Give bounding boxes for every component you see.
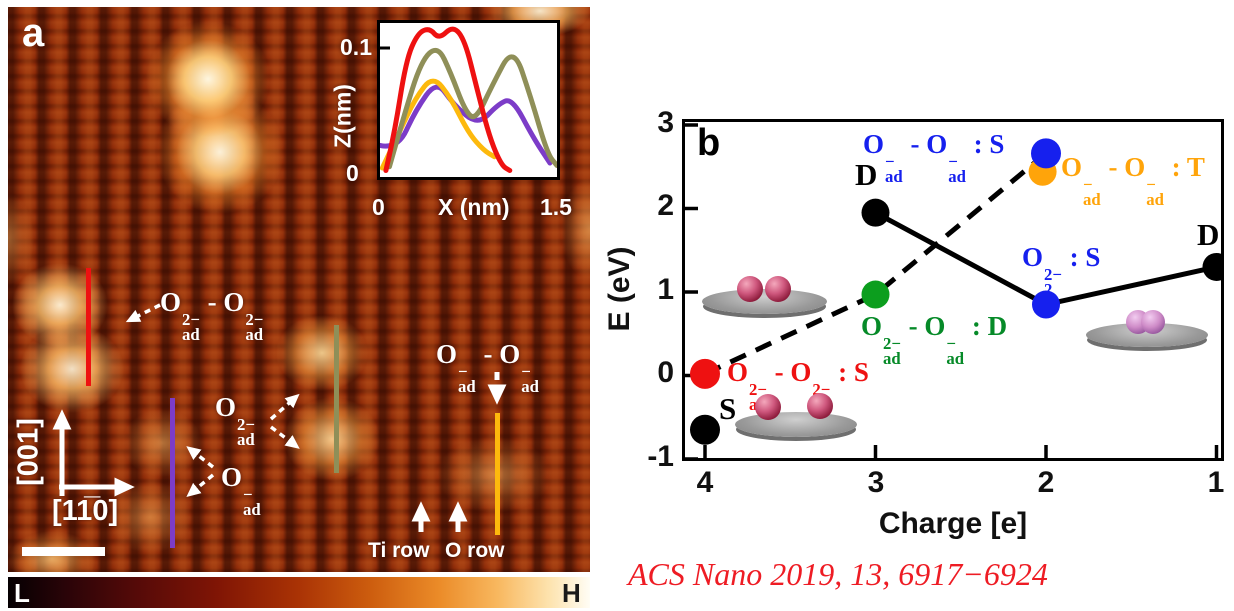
- xtick-4: 4: [696, 466, 714, 499]
- ytick-0: 0: [657, 356, 674, 389]
- profile-line-red: [86, 268, 91, 386]
- ytick-m1: -1: [647, 440, 674, 473]
- label-ti-row: Ti row: [368, 539, 430, 562]
- oxygen-adatom-icon: [765, 276, 791, 302]
- xtick-3: 3: [867, 466, 885, 499]
- data-point-red-o2ad-pair-s: [690, 358, 720, 389]
- data-point-blue-peroxo-s: [1032, 290, 1060, 319]
- surface-disk-icon: [735, 412, 857, 437]
- label-red-o2ad-pair-s: O2−ad - O2−ad : S: [727, 357, 869, 413]
- label-o2ad-pair: O 2− ad - O 2− ad: [160, 287, 264, 345]
- label-o-row: O row: [445, 539, 505, 562]
- data-point-blue-oad-pair-s: [1031, 138, 1061, 169]
- oxygen-adatom-icon: [737, 276, 763, 302]
- citation: ACS Nano 2019, 13, 6917−6924: [628, 556, 1048, 592]
- data-point-d-doublet-left: [861, 198, 890, 227]
- label-s-charge4: S: [719, 391, 737, 426]
- inset-xtick-15: 1.5: [540, 194, 572, 220]
- profile-line-purple: [170, 398, 175, 548]
- energy-chart-canvas: [685, 123, 1221, 458]
- x-axis-label: Charge [e]: [878, 507, 1028, 540]
- inset-ytick-01: 0.1: [340, 34, 372, 60]
- scale-bar: [22, 547, 105, 556]
- label-d-charge1: D: [1197, 217, 1220, 252]
- inset-plot-canvas: [380, 26, 557, 173]
- label-peroxo-s: O 2− 2 : S: [1022, 242, 1101, 300]
- ytick-3: 3: [657, 106, 674, 139]
- chart-line-dashed: [703, 151, 1048, 377]
- profile-line-yellow: [495, 413, 500, 535]
- label-orange-oad-pair-t: O − ad - O − ad : T: [1061, 152, 1205, 210]
- inset-ylabel: Z(nm): [329, 84, 356, 148]
- label-oad-pair: O − ad - O − ad: [436, 339, 539, 397]
- inset-profile-plot: [377, 20, 560, 180]
- inset-xtick-0: 0: [372, 194, 385, 220]
- oxygen-adatom-icon: [807, 393, 833, 419]
- colorbar-high-label: H: [562, 578, 581, 608]
- data-point-s-singlet: [690, 414, 720, 445]
- data-point-d-doublet-right: [1202, 252, 1221, 281]
- height-colorbar: [8, 577, 590, 608]
- panel-b-label: b: [697, 122, 721, 164]
- data-point-green-mixed-d: [861, 280, 890, 309]
- ytick-2: 2: [657, 189, 674, 222]
- inset-xlabel: X (nm): [438, 194, 510, 220]
- label-direction-001: [001]: [12, 418, 45, 486]
- label-green-mixed-d: O 2− ad - O − ad : D: [861, 311, 1008, 369]
- label-blue-oad-pair-s: O − ad - O − ad : S: [863, 129, 1005, 187]
- inset-ytick-0: 0: [346, 160, 359, 186]
- peroxo-dimer-icon: [1141, 310, 1165, 334]
- panel-a-label: a: [22, 11, 45, 55]
- label-direction-110: [11̅0]: [52, 495, 119, 527]
- label-o2ad: O 2− ad: [215, 392, 255, 450]
- surface-disk-icon: [702, 289, 827, 314]
- inset-curve-yellow: [380, 78, 497, 171]
- inset-curve-olive: [386, 47, 557, 170]
- xtick-2: 2: [1037, 466, 1055, 499]
- xtick-1: 1: [1207, 466, 1225, 499]
- profile-line-olive: [334, 325, 339, 473]
- label-oad: O − ad: [221, 462, 261, 520]
- inset-curve-red: [383, 26, 513, 173]
- label-d-charge3: D: [855, 157, 878, 192]
- inset-curve-purple: [380, 84, 553, 166]
- colorbar-low-label: L: [14, 578, 30, 608]
- ytick-1: 1: [657, 273, 674, 306]
- oxygen-adatom-icon: [755, 394, 781, 420]
